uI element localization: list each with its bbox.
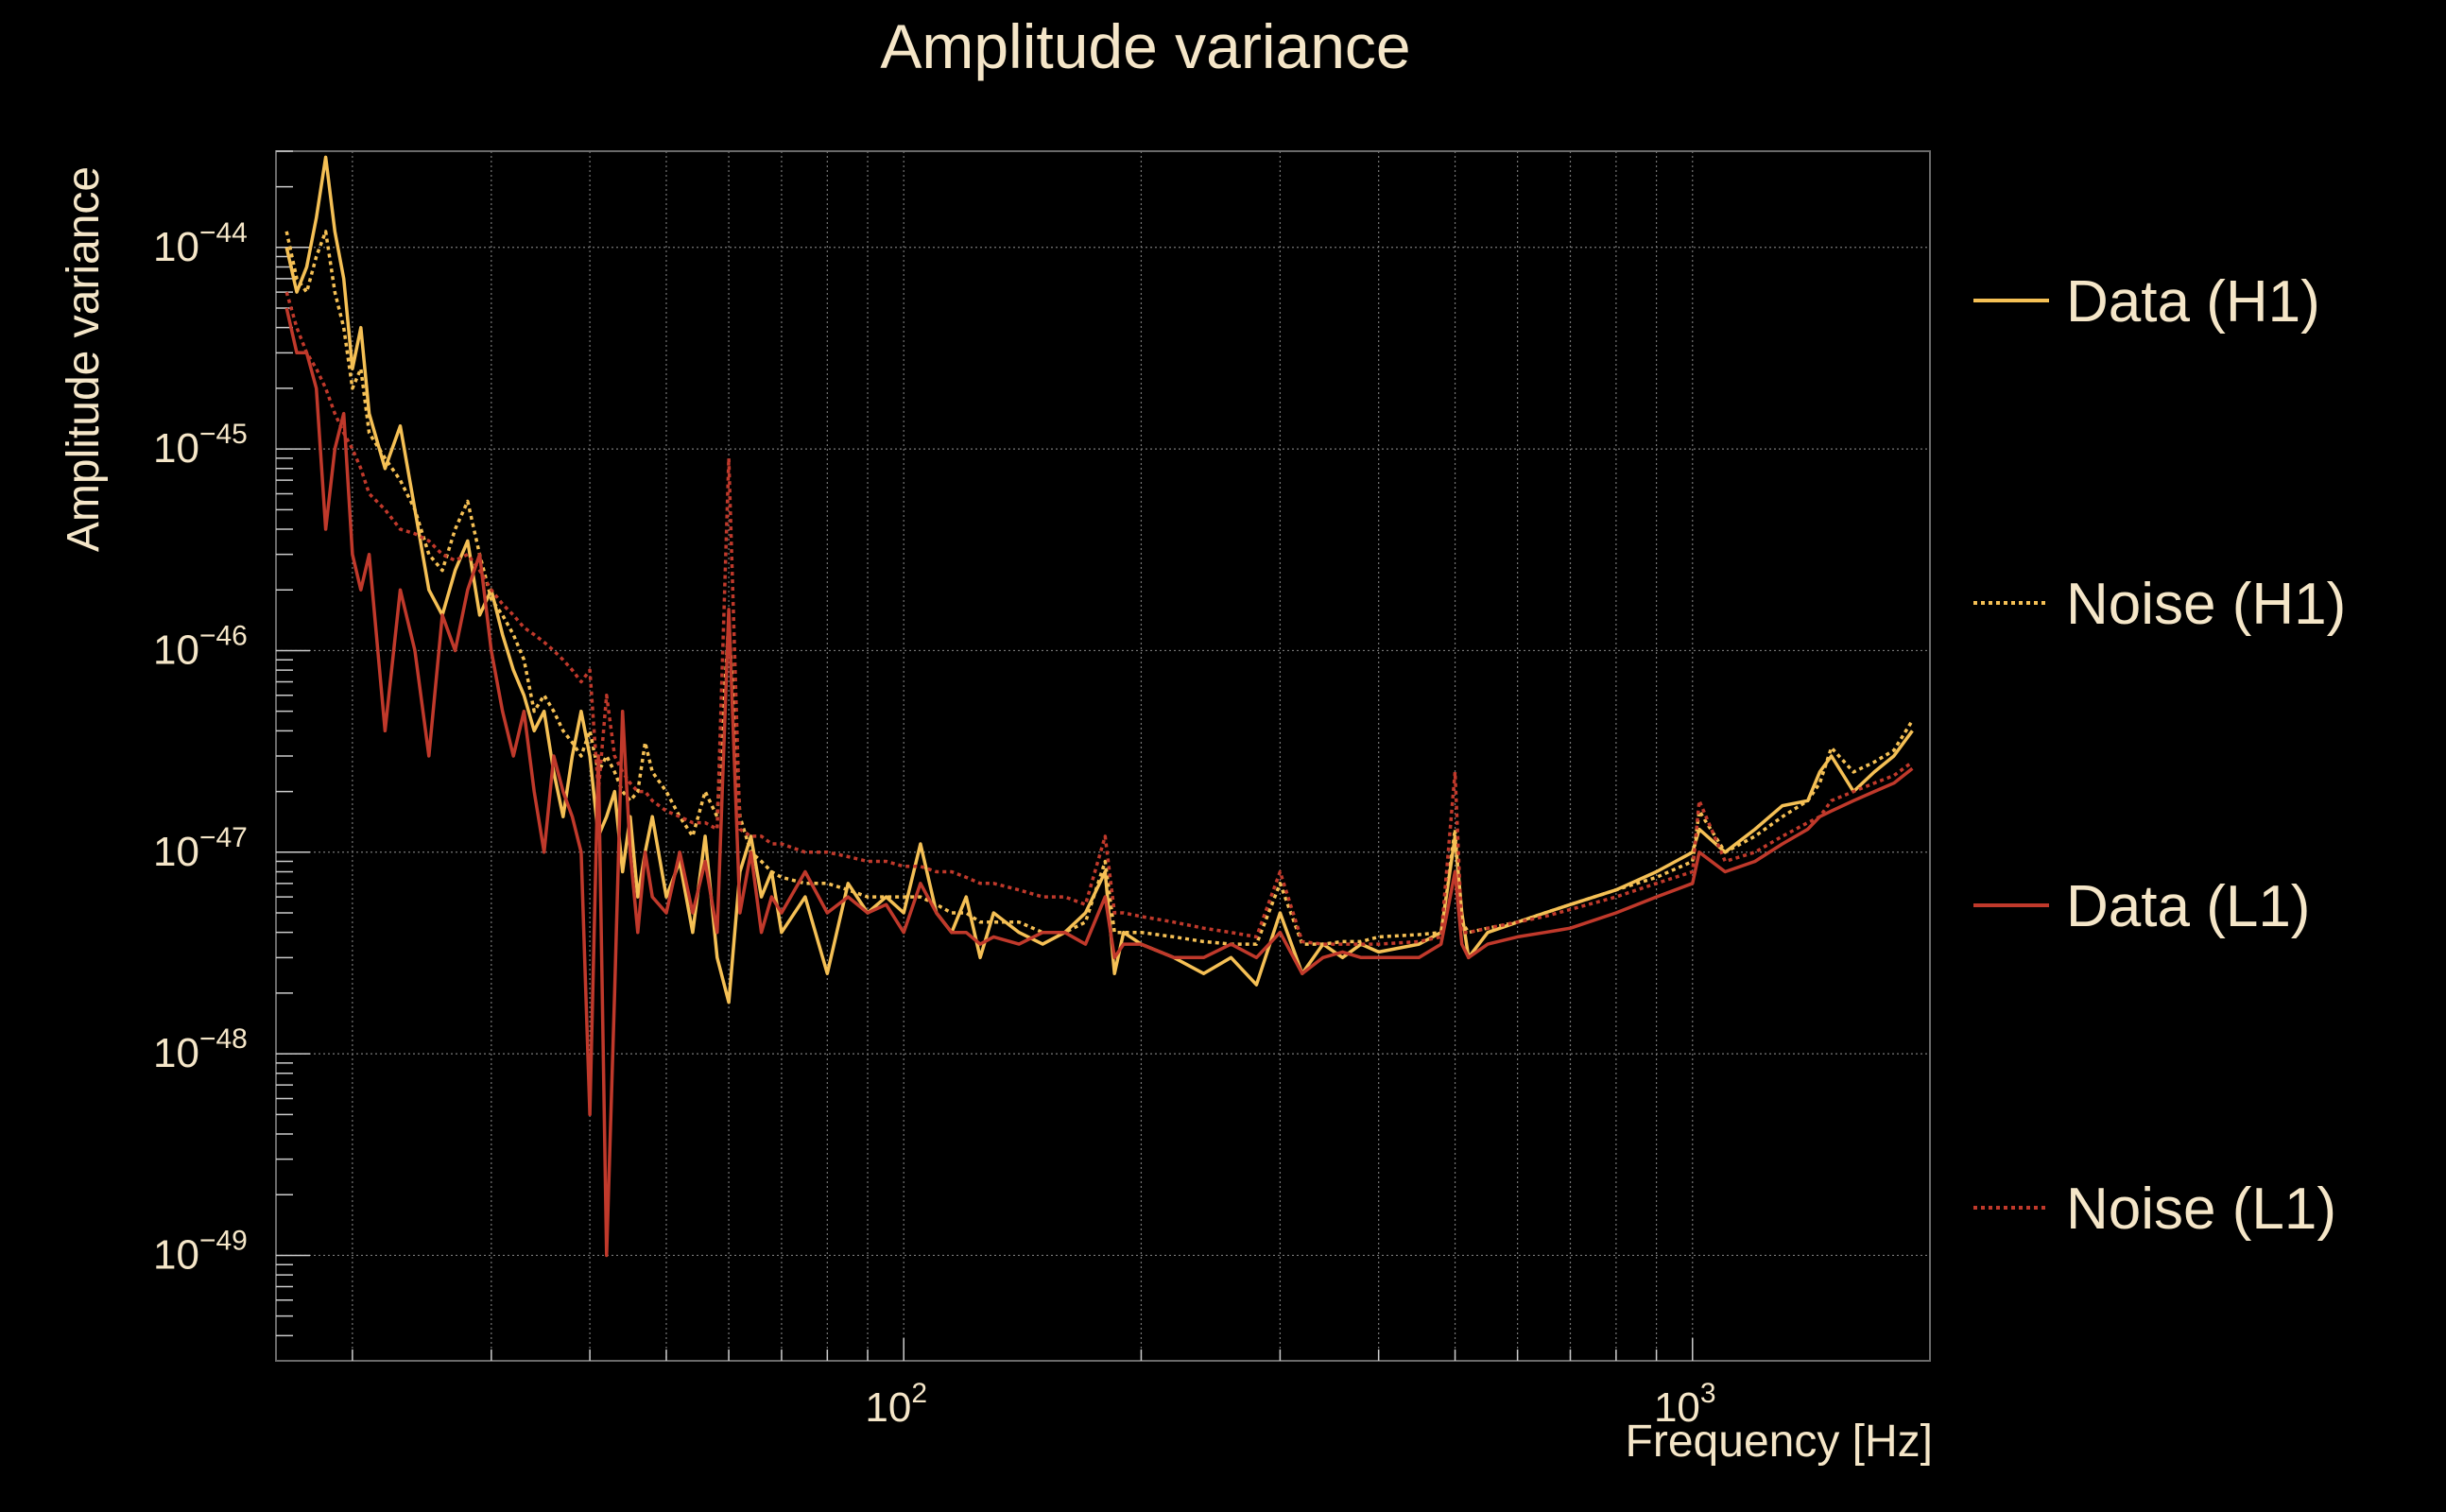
legend-label: Data (L1) [2066,874,2310,939]
y-tick-label: 10−44 [153,217,248,270]
x-tick-label: 102 [865,1378,927,1431]
legend-label: Noise (H1) [2066,572,2346,637]
legend-label: Data (H1) [2066,269,2320,335]
x-axis-label: Frequency [Hz] [1626,1417,1933,1467]
x-tick-label: 103 [1654,1378,1716,1431]
y-tick-label: 10−46 [153,620,248,673]
legend: Data (H1) Noise (H1) Data (L1) Noise (L1) [1973,269,2346,1242]
legend-label: Noise (L1) [2066,1177,2336,1242]
series-line-1 [284,230,1914,946]
series-lines [284,155,1914,1258]
series-line-3 [284,291,1914,946]
axis-ticks [276,150,1694,1361]
y-tick-label: 10−47 [153,822,248,875]
y-tick-label: 10−48 [153,1023,248,1076]
y-axis-label: Amplitude variance [59,166,109,552]
series-line-2 [284,307,1914,1258]
plot-frame [275,150,1931,1362]
chart-title: Amplitude variance [880,11,1410,81]
tick-labels: 102 103 10−44 10−45 10−46 10−47 10−48 10−49 [153,217,1716,1431]
y-tick-label: 10−45 [153,419,248,472]
y-tick-label: 10−49 [153,1225,248,1278]
series-line-0 [284,155,1914,1005]
grid [276,151,1930,1361]
